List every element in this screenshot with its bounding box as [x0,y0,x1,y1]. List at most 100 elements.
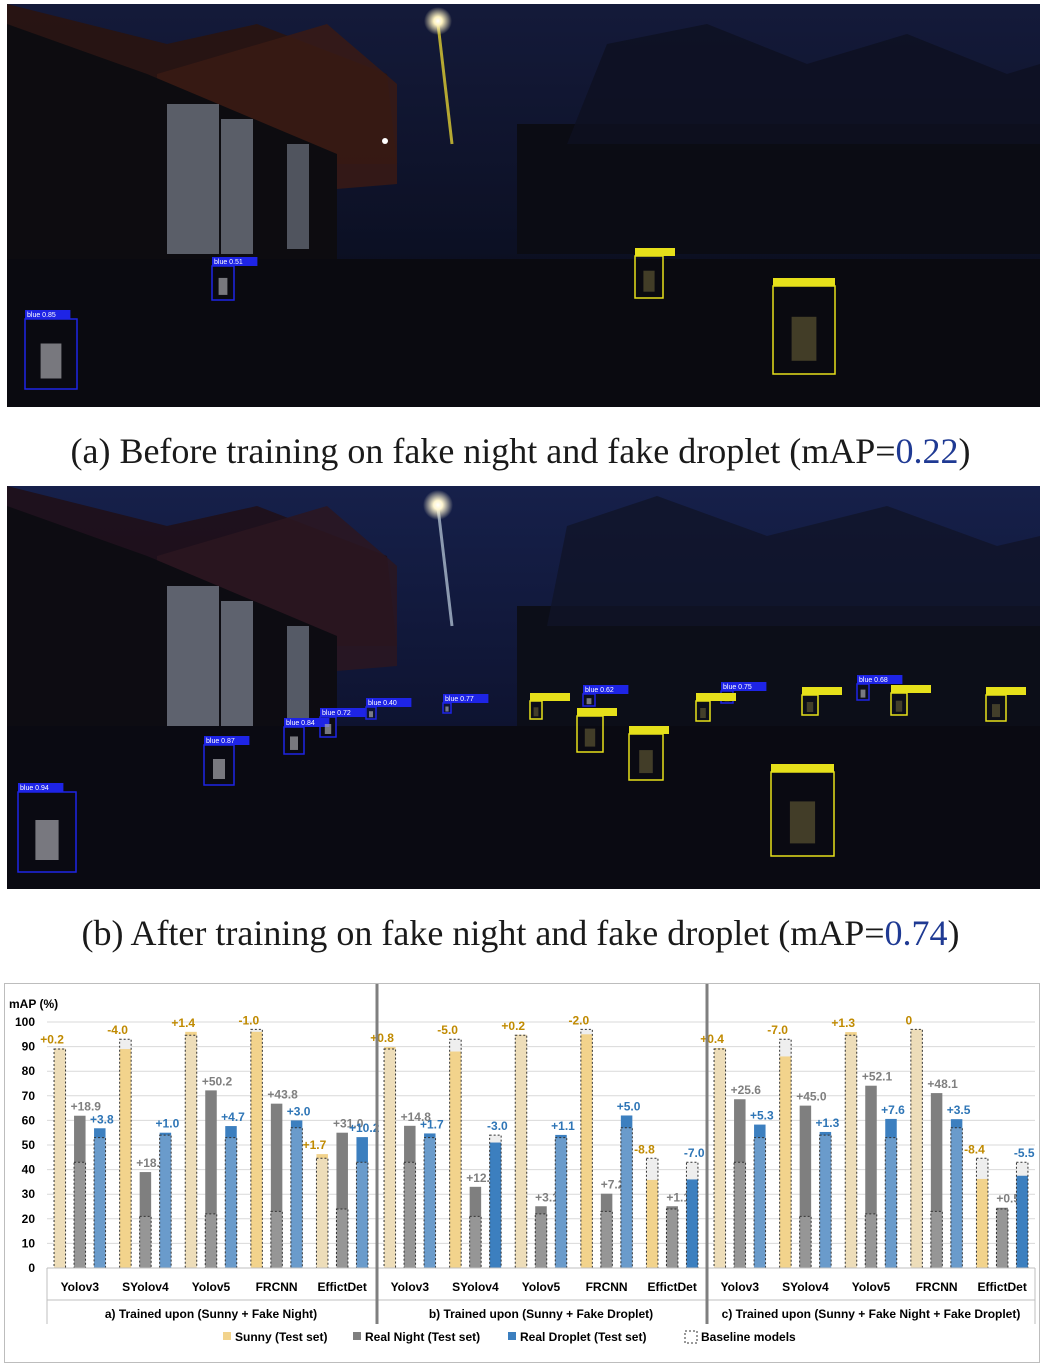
baseline-outline [315,1157,329,1269]
y-tick-label: 30 [22,1187,36,1201]
detection-label: blue 0.87 [206,738,235,745]
baseline-outline [449,1038,462,1269]
detection-label-bg [443,694,489,703]
bar-baseline-fill [205,1213,217,1268]
bar-baseline-fill [666,1208,678,1268]
bar-baseline-fill [336,1208,348,1268]
baseline-outline [224,1137,238,1269]
caption-b-prefix: (b) After training on fake night and fak… [81,913,885,953]
caption-a-prefix: (a) Before training on fake night and fa… [70,431,896,471]
detection-label-bg [583,685,629,694]
bar-baseline-fill [404,1162,416,1268]
baseline-outline [554,1137,568,1269]
delta-label: +48.1 [927,1077,958,1091]
y-tick-label: 0 [28,1261,35,1275]
baseline-outline [864,1213,878,1269]
baseline-outline [403,1161,417,1269]
y-axis-label: mAP (%) [9,997,58,1011]
delta-label: +43.8 [267,1088,298,1102]
bar-baseline-fill [185,1035,197,1268]
detection-label-bg [891,685,931,693]
delta-label: +25.6 [731,1083,762,1097]
group-label: a) Trained upon (Sunny + Fake Night) [105,1307,317,1321]
bar-baseline-fill [424,1137,436,1268]
delta-label: -5.0 [437,1023,458,1037]
bar-1 [930,1093,943,1268]
model-label: EffictDet [318,1280,367,1294]
detection-label: blue 0.51 [214,259,243,266]
baseline-outline [93,1137,107,1269]
y-tick-label: 20 [22,1212,36,1226]
bar-baseline-fill [799,1216,812,1268]
delta-label: +1.7 [420,1117,444,1131]
bar-baseline-fill [316,1158,328,1268]
night-scene-before: blue 0.85 blue 0.51 [7,4,1040,407]
bar-1 [799,1105,812,1268]
bar-1 [205,1090,217,1268]
delta-label: +7.2 [601,1178,625,1192]
delta-label: +5.3 [750,1109,774,1123]
bar-baseline-fill [94,1137,106,1268]
detection-label: blue 0.68 [859,677,888,684]
delta-label: +31.0 [333,1117,364,1131]
model-label: FRCNN [916,1280,958,1294]
night-scene-after: blue 0.94 blue 0.87 blue 0.84 blue 0.72 blue… [7,486,1040,889]
delta-label: +1.3 [816,1116,840,1130]
y-tick-label: 60 [22,1113,36,1127]
delta-label: -4.0 [107,1023,128,1037]
baseline-outline [489,1134,502,1269]
bar-2 [489,1142,502,1268]
delta-label: +4.7 [221,1110,245,1124]
model-label: FRCNN [586,1280,628,1294]
baseline-outline [204,1213,218,1269]
bar-0 [646,1179,658,1268]
baseline-outline [250,1028,263,1269]
bar-baseline-fill [754,1137,766,1268]
bar-baseline-fill [290,1127,303,1268]
legend-label: Real Droplet (Test set) [520,1330,646,1344]
y-tick-label: 100 [15,1015,35,1029]
delta-label: -8.4 [964,1142,985,1156]
detection-label-bg [696,693,736,701]
chart-svg: mAP (%) 0 10 20 30 40 50 60 70 80 90 100 +0.2 +18.9… [9,984,1036,1344]
baseline-outline [645,1157,659,1269]
bar-2 [1016,1175,1028,1268]
detection-label-bg [802,687,842,695]
baseline-outline [423,1137,437,1269]
delta-label: +7.6 [881,1103,905,1117]
bar-baseline-fill [865,1213,877,1268]
model-label: Yolov5 [192,1280,231,1294]
bar-baseline-fill [555,1137,567,1268]
y-tick-label: 90 [22,1040,36,1054]
legend-swatch [508,1332,516,1340]
model-label: SYolov4 [782,1280,829,1294]
baseline-outline [159,1134,172,1269]
group-label: b) Trained upon (Sunny + Fake Droplet) [429,1307,653,1321]
bar-baseline-fill [54,1049,66,1268]
caption-a: (a) Before training on fake night and fa… [0,430,1041,472]
bar-0 [779,1056,792,1268]
y-tick-label: 40 [22,1163,36,1177]
detection-label-bg [629,726,669,734]
caption-b-suffix: ) [947,913,960,953]
baseline-outline [1015,1161,1029,1269]
delta-label: -7.0 [684,1146,705,1160]
caption-b-map-value: 0.74 [884,913,948,953]
baseline-outline [884,1137,898,1269]
delta-label: -1.0 [239,1013,260,1027]
photo-before: blue 0.85 blue 0.51 [7,4,1040,407]
detection-label-bg [771,764,834,772]
bar-baseline-fill [384,1049,396,1268]
delta-label: +3.5 [947,1103,971,1117]
legend-label: Baseline models [701,1330,796,1344]
detection-label-bg [577,708,617,716]
delta-label: +3.1 [535,1190,559,1204]
delta-label: -2.0 [569,1013,590,1027]
detection-label-bg [857,675,903,684]
y-tick-label: 50 [22,1138,36,1152]
delta-label: +18.9 [71,1100,102,1114]
baseline-outline [685,1161,699,1269]
legend-swatch-baseline [684,1330,698,1344]
map-bar-chart: mAP (%) 0 10 20 30 40 50 60 70 80 90 100 +0.2 +18.9… [4,983,1040,1363]
bar-baseline-fill [819,1135,832,1268]
